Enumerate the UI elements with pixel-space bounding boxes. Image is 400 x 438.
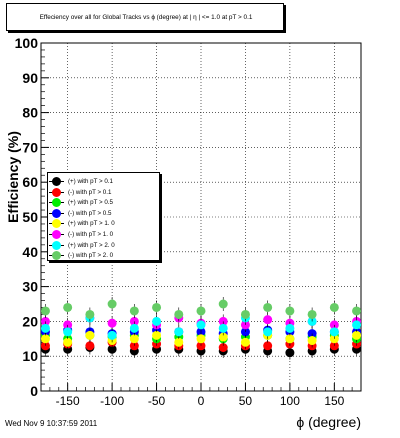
x-tick-label: 150 bbox=[324, 394, 344, 408]
y-axis-title: Efficiency (%) bbox=[5, 131, 21, 223]
data-point bbox=[129, 334, 139, 344]
data-point bbox=[218, 332, 228, 342]
legend-label: (-) with pT > 2. 0 bbox=[68, 252, 114, 260]
legend-marker-icon bbox=[52, 219, 61, 229]
data-point bbox=[152, 302, 162, 312]
data-point bbox=[40, 323, 50, 333]
chart-title: Effeciency over all for Global Tracks vs… bbox=[39, 14, 253, 21]
data-point bbox=[329, 302, 339, 312]
y-tick-label: 90 bbox=[22, 70, 38, 86]
data-point bbox=[85, 341, 95, 351]
datestamp: Wed Nov 9 10:37:59 2011 bbox=[5, 419, 98, 428]
legend-marker-icon bbox=[52, 208, 61, 218]
data-point bbox=[174, 309, 184, 319]
x-tick-label: -150 bbox=[56, 394, 80, 408]
data-point bbox=[285, 323, 295, 333]
data-point bbox=[63, 302, 73, 312]
x-tick-label: 100 bbox=[280, 394, 300, 408]
y-tick-label: 40 bbox=[22, 244, 38, 260]
data-point bbox=[174, 337, 184, 347]
data-point bbox=[240, 337, 250, 347]
legend-marker-icon bbox=[52, 177, 61, 186]
legend-entry: (+) with pT > 0.5 bbox=[48, 198, 160, 208]
legend-marker-icon bbox=[52, 198, 61, 208]
data-point bbox=[285, 306, 295, 316]
legend-entry: (+) with pT > 1. 0 bbox=[48, 219, 160, 229]
legend-label: (+) with pT > 0.5 bbox=[68, 199, 113, 207]
data-point bbox=[263, 302, 273, 312]
x-tick-label: -50 bbox=[148, 394, 166, 408]
y-tick-label: 0 bbox=[30, 383, 38, 399]
data-point bbox=[307, 309, 317, 319]
data-point bbox=[63, 327, 73, 337]
legend-label: (-) with pT > 0.1 bbox=[68, 188, 112, 196]
data-point bbox=[263, 327, 273, 337]
y-tick-label: 100 bbox=[15, 35, 39, 51]
y-tick-label: 50 bbox=[22, 209, 38, 225]
data-point bbox=[85, 330, 95, 340]
data-point bbox=[152, 330, 162, 340]
x-axis-title: ϕ (degree) bbox=[296, 414, 361, 430]
data-point bbox=[352, 330, 362, 340]
legend-marker-icon bbox=[52, 240, 61, 250]
data-point bbox=[40, 334, 50, 344]
legend-marker-icon bbox=[52, 251, 61, 261]
data-point bbox=[129, 323, 139, 333]
data-point bbox=[107, 330, 117, 340]
data-point bbox=[85, 309, 95, 319]
legend-label: (+) with pT > 2. 0 bbox=[68, 241, 115, 249]
legend-marker-icon bbox=[52, 187, 61, 197]
legend: (+) with pT > 0.1 (-) with pT > 0.1 (+) wi… bbox=[47, 172, 160, 261]
x-tick-label: 0 bbox=[198, 394, 205, 408]
y-tick-label: 30 bbox=[22, 279, 38, 295]
y-tick-label: 80 bbox=[22, 105, 38, 121]
data-point bbox=[40, 306, 50, 316]
data-point bbox=[218, 299, 228, 309]
data-point bbox=[285, 334, 295, 344]
data-point bbox=[352, 306, 362, 316]
data-point bbox=[107, 318, 117, 328]
data-point bbox=[218, 323, 228, 333]
legend-label: (+) with pT > 0.1 bbox=[68, 178, 113, 185]
legend-entry: (+) with pT > 2. 0 bbox=[48, 240, 160, 251]
data-point bbox=[352, 320, 362, 330]
data-point bbox=[152, 316, 162, 326]
data-point bbox=[196, 334, 206, 344]
legend-marker-icon bbox=[52, 230, 61, 239]
data-point bbox=[285, 348, 295, 358]
data-point bbox=[263, 315, 273, 325]
data-point bbox=[63, 337, 73, 347]
y-tick-label: 70 bbox=[22, 139, 38, 155]
x-tick-label: 50 bbox=[239, 394, 253, 408]
data-point bbox=[107, 299, 117, 309]
title-box: Effeciency over all for Global Tracks vs… bbox=[6, 3, 284, 31]
y-tick-label: 10 bbox=[22, 348, 38, 364]
data-point bbox=[174, 327, 184, 337]
data-point bbox=[196, 320, 206, 330]
legend-entry: (-) with pT > 1. 0 bbox=[48, 230, 160, 240]
legend-entry: (-) with pT > 2. 0 bbox=[48, 251, 160, 261]
data-point bbox=[196, 306, 206, 316]
legend-label: (+) with pT > 1. 0 bbox=[68, 220, 115, 228]
data-point bbox=[263, 341, 273, 351]
legend-label: (-) with pT > 1. 0 bbox=[68, 231, 114, 238]
legend-entry: (-) with pT > 0.5 bbox=[48, 208, 160, 219]
x-tick-label: -100 bbox=[100, 394, 124, 408]
data-point bbox=[329, 327, 339, 337]
y-tick-label: 60 bbox=[22, 174, 38, 190]
y-tick-label: 20 bbox=[22, 313, 38, 329]
legend-label: (-) with pT > 0.5 bbox=[68, 209, 112, 217]
data-point bbox=[307, 336, 317, 346]
legend-entry: (+) with pT > 0.1 bbox=[48, 177, 160, 187]
data-point bbox=[129, 306, 139, 316]
data-point bbox=[218, 343, 228, 352]
legend-entry: (-) with pT > 0.1 bbox=[48, 187, 160, 198]
data-point bbox=[240, 309, 250, 319]
